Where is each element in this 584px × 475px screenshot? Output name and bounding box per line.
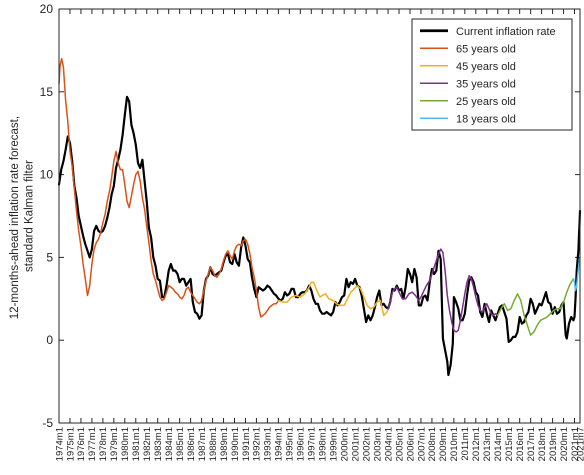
x-tick-label: 2003m1 <box>372 427 383 461</box>
x-tick-label: 2016m1 <box>515 427 526 461</box>
series-line-4 <box>496 278 575 336</box>
series-line-5 <box>572 256 581 292</box>
x-tick-label: 1982m1 <box>142 427 153 461</box>
x-tick-label: 2015m1 <box>504 427 515 461</box>
x-tick-label: 2011m1 <box>460 427 471 461</box>
plot-frame <box>58 8 581 424</box>
x-tick-label: 1976m1 <box>76 427 87 461</box>
x-tick-label: 1981m1 <box>131 427 142 461</box>
x-tick-label: 1979m1 <box>109 427 120 461</box>
x-tick-label: 1996m1 <box>296 427 307 461</box>
y-axis-label-line-2: standard Kalman filter <box>23 160 35 272</box>
x-tick-label: 2020m1 <box>559 427 570 461</box>
x-tick-label: 1991m1 <box>241 427 252 461</box>
x-tick-label: 2008m1 <box>427 427 438 461</box>
legend: Current inflation rate 65 years old 45 yea… <box>411 18 573 131</box>
legend-entry: 65 years old <box>456 43 516 55</box>
x-tick-label: 2001m1 <box>350 427 361 461</box>
x-tick-label: 2004m1 <box>383 427 394 461</box>
legend-entry: 18 years old <box>456 113 516 125</box>
x-tick-label: 2009m1 <box>438 427 449 461</box>
x-tick-label: 1999m1 <box>329 427 340 461</box>
y-axis-label: 12-months-ahead inflation rate forecast,… <box>9 113 35 320</box>
y-tick-label: 0 <box>46 333 53 347</box>
y-tick-label: 20 <box>40 2 54 16</box>
x-tick-label: 2012m1 <box>471 427 482 461</box>
legend-entry: 25 years old <box>456 96 516 108</box>
legend-box <box>411 18 573 131</box>
x-tick-label: 1994m1 <box>274 427 285 461</box>
legend-entry: 35 years old <box>456 78 516 90</box>
x-tick-label: 2006m1 <box>405 427 416 461</box>
x-tick-label: 2007m1 <box>416 427 427 461</box>
legend-entry: Current inflation rate <box>456 26 556 38</box>
x-tick-label: 2014m1 <box>493 427 504 461</box>
x-tick-label: 1974m1 <box>54 427 65 461</box>
x-tick-label: 1978m1 <box>98 427 109 461</box>
x-tick-label: 2000m1 <box>340 427 351 461</box>
legend-entry: 45 years old <box>456 61 516 73</box>
x-tick-label: 1992m1 <box>252 427 263 461</box>
y-tick-label: -5 <box>42 416 53 430</box>
x-tick-label: 2013m1 <box>482 427 493 461</box>
y-tick-label: 15 <box>40 85 54 99</box>
series-line-0 <box>57 95 582 377</box>
x-axis-ticks: 1974m1 1975m1 1976m1 1977m1 1978m1 1979m1 1980… <box>54 9 584 461</box>
x-tick-label: 1990m1 <box>230 427 241 461</box>
x-tick-label: 1977m1 <box>87 427 98 461</box>
x-tick-label: 2005m1 <box>394 427 405 461</box>
x-tick-label: 2010m1 <box>449 427 460 461</box>
x-tick-label: 1998m1 <box>318 427 329 461</box>
x-tick-label: 1983m1 <box>153 427 164 461</box>
x-tick-label: 1997m1 <box>307 427 318 461</box>
x-tick-label: 1980m1 <box>120 427 131 461</box>
y-axis-label-line-1: 12-months-ahead inflation rate forecast, <box>9 116 21 319</box>
x-tick-label: 1975m1 <box>65 427 76 461</box>
x-tick-label: 1993m1 <box>263 427 274 461</box>
y-tick-label: 5 <box>46 250 53 264</box>
x-tick-label: 2021m7 <box>575 427 584 461</box>
series-layer <box>57 57 582 377</box>
x-tick-label: 1984m1 <box>164 427 175 461</box>
x-tick-label: 2019m1 <box>548 427 559 461</box>
x-tick-label: 2021m1 <box>570 427 581 461</box>
x-tick-label: 2017m1 <box>526 427 537 461</box>
x-tick-label: 2018m1 <box>537 427 548 461</box>
x-tick-label: 1995m1 <box>285 427 296 461</box>
series-line-3 <box>387 248 499 333</box>
x-tick-label: 1989m1 <box>219 427 230 461</box>
y-tick-label: 10 <box>40 168 54 182</box>
series-line-1 <box>58 57 280 318</box>
x-tick-label: 1988m1 <box>208 427 219 461</box>
x-tick-label: 1987m1 <box>197 427 208 461</box>
x-tick-label: 1986m1 <box>186 427 197 461</box>
x-tick-label: 1985m1 <box>175 427 186 461</box>
series-line-2 <box>277 281 389 317</box>
x-tick-label: 2002m1 <box>361 427 372 461</box>
